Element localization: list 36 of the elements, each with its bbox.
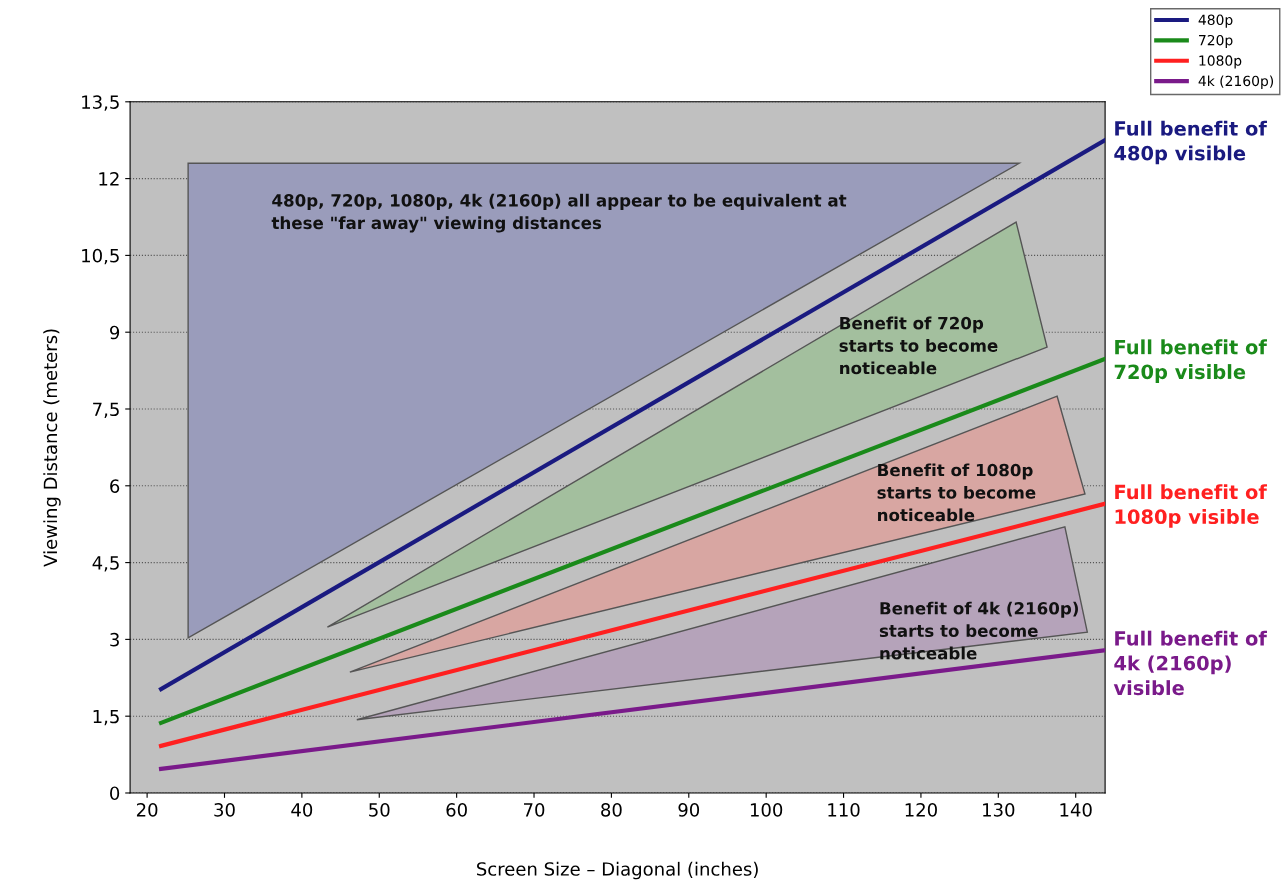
- x-tick-label: 60: [446, 803, 467, 817]
- text: Full benefit of 4k (2160p) visible: [1113, 630, 1268, 696]
- x-tick-label: 70: [524, 803, 545, 817]
- legend-label: 1080p: [1199, 55, 1242, 69]
- legend-label: 480p: [1198, 14, 1233, 28]
- x-tick-label: 120: [905, 803, 937, 817]
- y-tick-label: 6: [110, 479, 120, 493]
- y-tick-label: 0: [110, 786, 120, 801]
- text: Full benefit of 480p visible: [1114, 120, 1268, 165]
- x-tick-label: 100: [750, 803, 783, 817]
- text: Full benefit of 720p visible: [1114, 339, 1268, 383]
- y-axis-title: Viewing Distance (meters): [43, 329, 61, 567]
- y-tick-label: 9: [110, 325, 120, 340]
- x-tick-label: 80: [601, 803, 622, 817]
- text: Full benefit of 1080p visible: [1115, 484, 1268, 528]
- y-tick-label: 13,5: [82, 95, 119, 111]
- x-tick-label: 30: [214, 803, 235, 817]
- legend-label: 720p: [1199, 34, 1233, 49]
- x-tick-label: 130: [983, 803, 1015, 817]
- annotation: Benefit of 1080p starts to become noticeable: [877, 463, 1036, 522]
- x-tick-label: 110: [828, 803, 860, 817]
- y-tick-label: 7,5: [93, 402, 119, 418]
- x-axis-title: Screen Size – Diagonal (inches): [477, 861, 758, 880]
- annotation: Benefit of 720p starts to become noticeable: [839, 316, 998, 375]
- y-tick-label: 10,5: [82, 248, 119, 265]
- x-tick-label: 40: [291, 803, 313, 817]
- y-tick-label: 4,5: [92, 556, 119, 572]
- legend-label: 4k (2160p): [1198, 75, 1274, 89]
- y-tick-label: 1,5: [93, 709, 119, 726]
- x-tick-label: 50: [369, 803, 390, 817]
- x-tick-label: 90: [678, 803, 700, 817]
- x-tick-label: 140: [1060, 803, 1092, 817]
- annotation: 480p, 720p, 1080p, 4k (2160p) all appear to be equivalent at these "far away" viewing distances: [271, 193, 847, 233]
- y-tick-label: 12: [99, 172, 119, 186]
- x-tick-label: 20: [136, 803, 158, 817]
- y-tick-label: 3: [110, 632, 119, 647]
